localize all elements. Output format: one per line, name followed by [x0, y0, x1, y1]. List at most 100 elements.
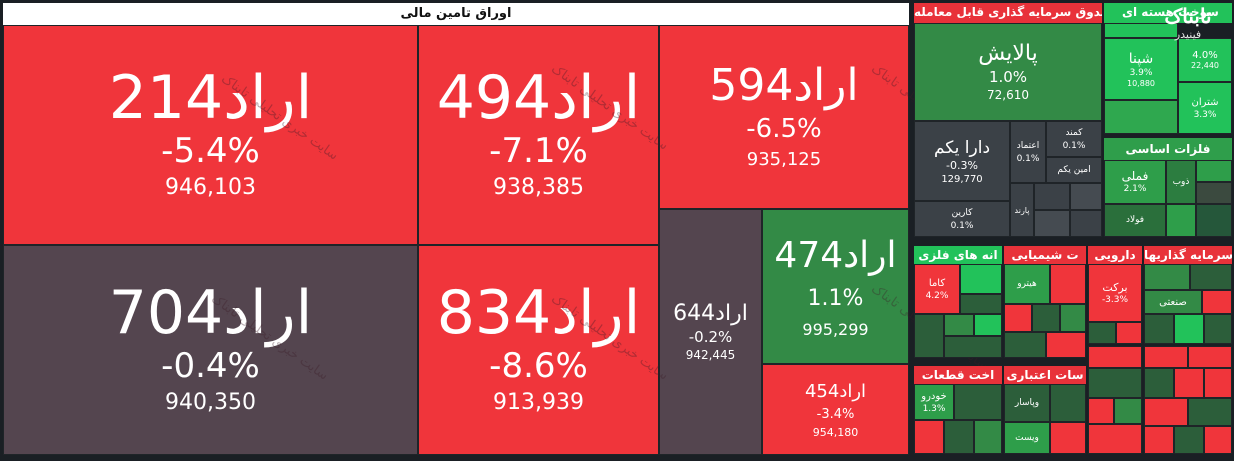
mosaic-cell[interactable]	[1004, 332, 1046, 358]
change-percent: 3.9%	[1129, 67, 1153, 78]
mosaic-cell[interactable]	[1004, 304, 1032, 332]
tile-arad704[interactable]: اراد704 -0.4% 940,350	[3, 245, 418, 455]
mosaic-cell[interactable]	[1088, 368, 1142, 398]
mosaic-cell[interactable]	[954, 384, 1002, 420]
symbol: اراد834	[436, 278, 641, 348]
mosaic-cell[interactable]	[1088, 398, 1114, 424]
symbol: شتران	[1191, 97, 1219, 108]
tile-fameli[interactable]: فملی 2.1%	[1104, 160, 1166, 204]
mosaic-cell[interactable]	[1190, 264, 1232, 290]
tile-darayekom[interactable]: دارا یکم -0.3% 129,770	[914, 121, 1010, 201]
mosaic-cell[interactable]	[914, 420, 944, 454]
mosaic-cell[interactable]	[914, 314, 944, 358]
mosaic-cell[interactable]	[1032, 304, 1060, 332]
mosaic-cell[interactable]	[1088, 346, 1142, 368]
mosaic-cell[interactable]	[1046, 332, 1086, 358]
group-header-darooyi[interactable]: دارویی	[1088, 246, 1142, 264]
mosaic-cell[interactable]	[1204, 426, 1232, 454]
mosaic-cell[interactable]	[1188, 398, 1232, 426]
volume: 129,770	[941, 173, 983, 185]
mosaic-cell[interactable]	[1202, 290, 1232, 314]
tile-vepasar[interactable]: وپاسار	[1004, 384, 1050, 422]
tile-shepna-side[interactable]: 4.0% 22,440	[1178, 38, 1232, 82]
tile-kamand[interactable]: کمند 0.1%	[1046, 121, 1102, 157]
group-header-felezat[interactable]: فلزات اساسی	[1104, 138, 1232, 160]
group-header-ghataat[interactable]: اخت قطعات	[914, 366, 1002, 384]
mosaic-cell[interactable]	[1144, 398, 1188, 426]
mosaic-cell[interactable]	[1174, 426, 1204, 454]
mosaic-cell[interactable]	[1196, 182, 1232, 204]
group-header-sandogh[interactable]: صندوق سرمایه گذاری قابل معامله	[914, 3, 1102, 23]
tile-arad594[interactable]: اراد594 -6.5% 935,125	[659, 25, 909, 209]
change-percent: -6.5%	[746, 114, 822, 144]
mosaic-cell[interactable]	[960, 294, 1002, 314]
tile-parand[interactable]: پارند	[1010, 183, 1034, 237]
mosaic-cell[interactable]	[944, 336, 1002, 358]
mosaic-cell[interactable]	[974, 314, 1002, 336]
mosaic-cell[interactable]	[944, 420, 974, 454]
tile-arad214[interactable]: اراد214 -5.4% 946,103	[3, 25, 418, 245]
mosaic-cell[interactable]	[1034, 183, 1070, 210]
volume: 935,125	[746, 149, 822, 170]
group-header-sookht[interactable]: سوخت هسته ای	[1104, 3, 1232, 23]
mosaic-cell[interactable]	[1050, 422, 1086, 454]
mosaic-cell[interactable]	[1144, 368, 1174, 398]
mosaic-cell[interactable]	[1188, 346, 1232, 368]
mosaic-cell[interactable]	[1174, 314, 1204, 344]
mosaic-cell[interactable]	[1104, 23, 1178, 38]
mosaic-cell[interactable]	[1144, 264, 1190, 290]
mosaic-cell[interactable]	[1050, 264, 1086, 304]
tile-sanati[interactable]: صنعتی	[1144, 290, 1202, 314]
tile-vist[interactable]: ویست	[1004, 422, 1050, 454]
mosaic-cell[interactable]	[974, 420, 1002, 454]
tile-arad834[interactable]: اراد834 -8.6% 913,939	[418, 245, 659, 455]
tile-arad494[interactable]: اراد494 -7.1% 938,385	[418, 25, 659, 245]
group-header-shimiyayi[interactable]: ت شیمیایی	[1004, 246, 1086, 264]
mosaic-cell[interactable]	[1116, 322, 1142, 344]
mosaic-cell[interactable]	[1060, 304, 1086, 332]
group-header-etebari[interactable]: سات اعتباری	[1004, 366, 1086, 384]
tile-shepna[interactable]: شپنا 3.9% 10,880	[1104, 38, 1178, 100]
tile-khodro[interactable]: خودرو 1.3%	[914, 384, 954, 420]
group-header-tamin[interactable]: اوراق تامین مالی	[3, 3, 909, 25]
tile-barkat[interactable]: برکت -3.3%	[1088, 264, 1142, 322]
tile-foolad[interactable]: فولاد	[1104, 204, 1166, 237]
mosaic-cell[interactable]	[1070, 210, 1102, 237]
mosaic-cell[interactable]	[1204, 314, 1232, 344]
tile-arad644[interactable]: اراد644 -0.2% 942,445	[659, 209, 762, 455]
mosaic-cell[interactable]	[1196, 204, 1232, 237]
mosaic-cell[interactable]	[944, 314, 974, 336]
change-percent: -0.2%	[688, 328, 733, 346]
mosaic-cell[interactable]	[1166, 204, 1196, 237]
tile-palayesh[interactable]: پالایش 1.0% 72,610	[914, 23, 1102, 121]
tile-hitro[interactable]: هیترو	[1004, 264, 1050, 304]
mosaic-cell[interactable]	[1104, 100, 1178, 134]
mosaic-cell[interactable]	[1204, 368, 1232, 398]
mosaic-cell[interactable]	[1144, 346, 1188, 368]
symbol: اراد214	[108, 63, 313, 133]
tile-kama[interactable]: کاما 4.2%	[914, 264, 960, 314]
mosaic-cell[interactable]	[1050, 384, 1086, 422]
mosaic-cell[interactable]	[1144, 314, 1174, 344]
mosaic-cell[interactable]	[1196, 160, 1232, 182]
group-header-ghazi[interactable]: انه های فلزی	[914, 246, 1002, 264]
mosaic-cell[interactable]	[1144, 426, 1174, 454]
mosaic-cell[interactable]	[960, 264, 1002, 294]
tile-karin[interactable]: کارین 0.1%	[914, 201, 1010, 237]
tile-arad474[interactable]: اراد474 1.1% 995,299	[762, 209, 909, 364]
tile-aminyekom[interactable]: امین یکم	[1046, 157, 1102, 183]
group-header-sarmaye[interactable]: سرمایه گذاریها	[1144, 246, 1232, 264]
volume: 938,385	[493, 175, 584, 200]
mosaic-cell[interactable]	[1174, 368, 1204, 398]
tile-shetran[interactable]: شتران 3.3%	[1178, 82, 1232, 134]
tile-zob[interactable]: ذوب	[1166, 160, 1196, 204]
tile-etemad[interactable]: اعتماد 0.1%	[1010, 121, 1046, 183]
mosaic-cell[interactable]	[1088, 322, 1116, 344]
mosaic-cell[interactable]	[1088, 424, 1142, 454]
tile-arad454[interactable]: اراد454 -3.4% 954,180	[762, 364, 909, 455]
mosaic-cell[interactable]	[1070, 183, 1102, 210]
change-percent: 1.0%	[988, 68, 1028, 86]
mosaic-cell[interactable]	[1034, 210, 1070, 237]
change-percent: 1.3%	[922, 404, 946, 414]
mosaic-cell[interactable]	[1114, 398, 1142, 424]
